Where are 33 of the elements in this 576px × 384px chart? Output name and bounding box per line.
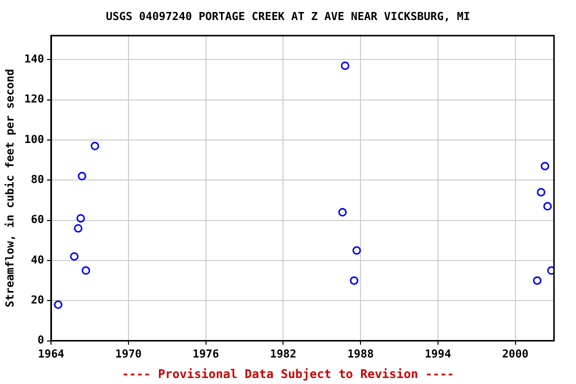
point <box>352 246 361 255</box>
point <box>532 276 542 285</box>
point <box>90 142 100 150</box>
y-tick-label: 140 <box>24 52 44 66</box>
x-tick-label: 1970 <box>115 347 142 360</box>
point <box>350 276 358 285</box>
x-tick-label: 1976 <box>192 347 220 360</box>
y-tick-label: 120 <box>24 92 44 106</box>
point <box>78 172 86 180</box>
y-tick-label: 20 <box>30 294 44 306</box>
x-tick-label: 1988 <box>347 347 374 360</box>
point <box>54 300 62 309</box>
point <box>536 188 546 196</box>
point <box>82 266 90 275</box>
y-tick-label: 80 <box>30 173 44 186</box>
point <box>540 162 550 170</box>
point <box>74 224 82 233</box>
chart-title: USGS 04097240 PORTAGE CREEK AT Z AVE NEAR VICKSBURG, MI <box>104 10 472 23</box>
point <box>338 208 347 217</box>
x-tick-label: 1964 <box>38 347 65 360</box>
y-tick-label: 0 <box>37 334 44 347</box>
y-tick-label: 100 <box>24 132 44 146</box>
text: ---- Provisional Data Subject to Revision ---- <box>120 367 456 381</box>
y-tick-label: 40 <box>30 253 44 266</box>
x-tick-label: 1982 <box>270 347 296 360</box>
x-tick-label: 1994 <box>424 347 452 360</box>
point <box>340 61 350 70</box>
point <box>543 202 552 211</box>
y-tick-label: 60 <box>30 213 44 226</box>
point <box>76 214 85 223</box>
x-tick-label: 2000 <box>502 347 529 360</box>
point <box>70 252 79 261</box>
y-axis-title: Streamflow, in cubic feet per second <box>3 68 16 308</box>
